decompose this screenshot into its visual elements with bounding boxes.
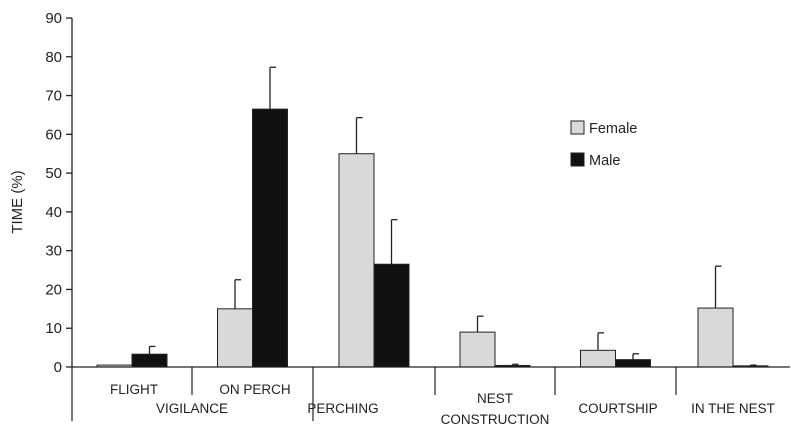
- y-tick-label: 90: [45, 10, 62, 27]
- x-tick-label: NEST: [477, 391, 513, 406]
- bar-female: [580, 349, 616, 368]
- x-group-label: VIGILANCE: [156, 401, 228, 416]
- bar-female: [459, 331, 496, 368]
- y-tick-label: 50: [45, 165, 62, 182]
- x-tick-label: FLIGHT: [110, 382, 158, 397]
- y-tick-label: 70: [45, 88, 62, 105]
- bar-male: [615, 359, 651, 368]
- bar-female: [697, 307, 734, 368]
- y-tick-label: 0: [54, 359, 62, 376]
- x-tick-label: ON PERCH: [219, 382, 290, 397]
- y-tick-label: 20: [45, 281, 62, 298]
- legend: Female Male: [570, 120, 637, 169]
- y-tick-label: 80: [45, 49, 62, 66]
- legend-label-male: Male: [589, 153, 620, 169]
- x-tick-label: PERCHING: [307, 401, 378, 416]
- bar-female: [338, 153, 375, 368]
- legend-swatch-female: [570, 120, 585, 135]
- legend-swatch-male: [570, 152, 585, 167]
- bar-male: [373, 263, 410, 368]
- y-tick-label: 60: [45, 126, 62, 143]
- x-tick-label: IN THE NEST: [691, 401, 775, 416]
- x-axis: FLIGHT ON PERCH PERCHING NEST CONSTRUCTION CO…: [71, 366, 790, 427]
- bar-male: [131, 353, 168, 368]
- y-tick-label: 40: [45, 204, 62, 221]
- legend-label-female: Female: [589, 121, 637, 137]
- y-axis-label: TIME (%): [9, 170, 26, 233]
- x-tick-label: COURTSHIP: [578, 401, 657, 416]
- bar-female: [217, 308, 253, 368]
- y-tick-label: 10: [45, 320, 62, 337]
- x-tick-label: CONSTRUCTION: [441, 412, 550, 426]
- bar-male: [252, 108, 288, 368]
- y-tick-label: 30: [45, 243, 62, 260]
- y-axis: 0 10 20 30 40 50 60 70 80 90: [45, 10, 73, 376]
- bars: [96, 66, 769, 368]
